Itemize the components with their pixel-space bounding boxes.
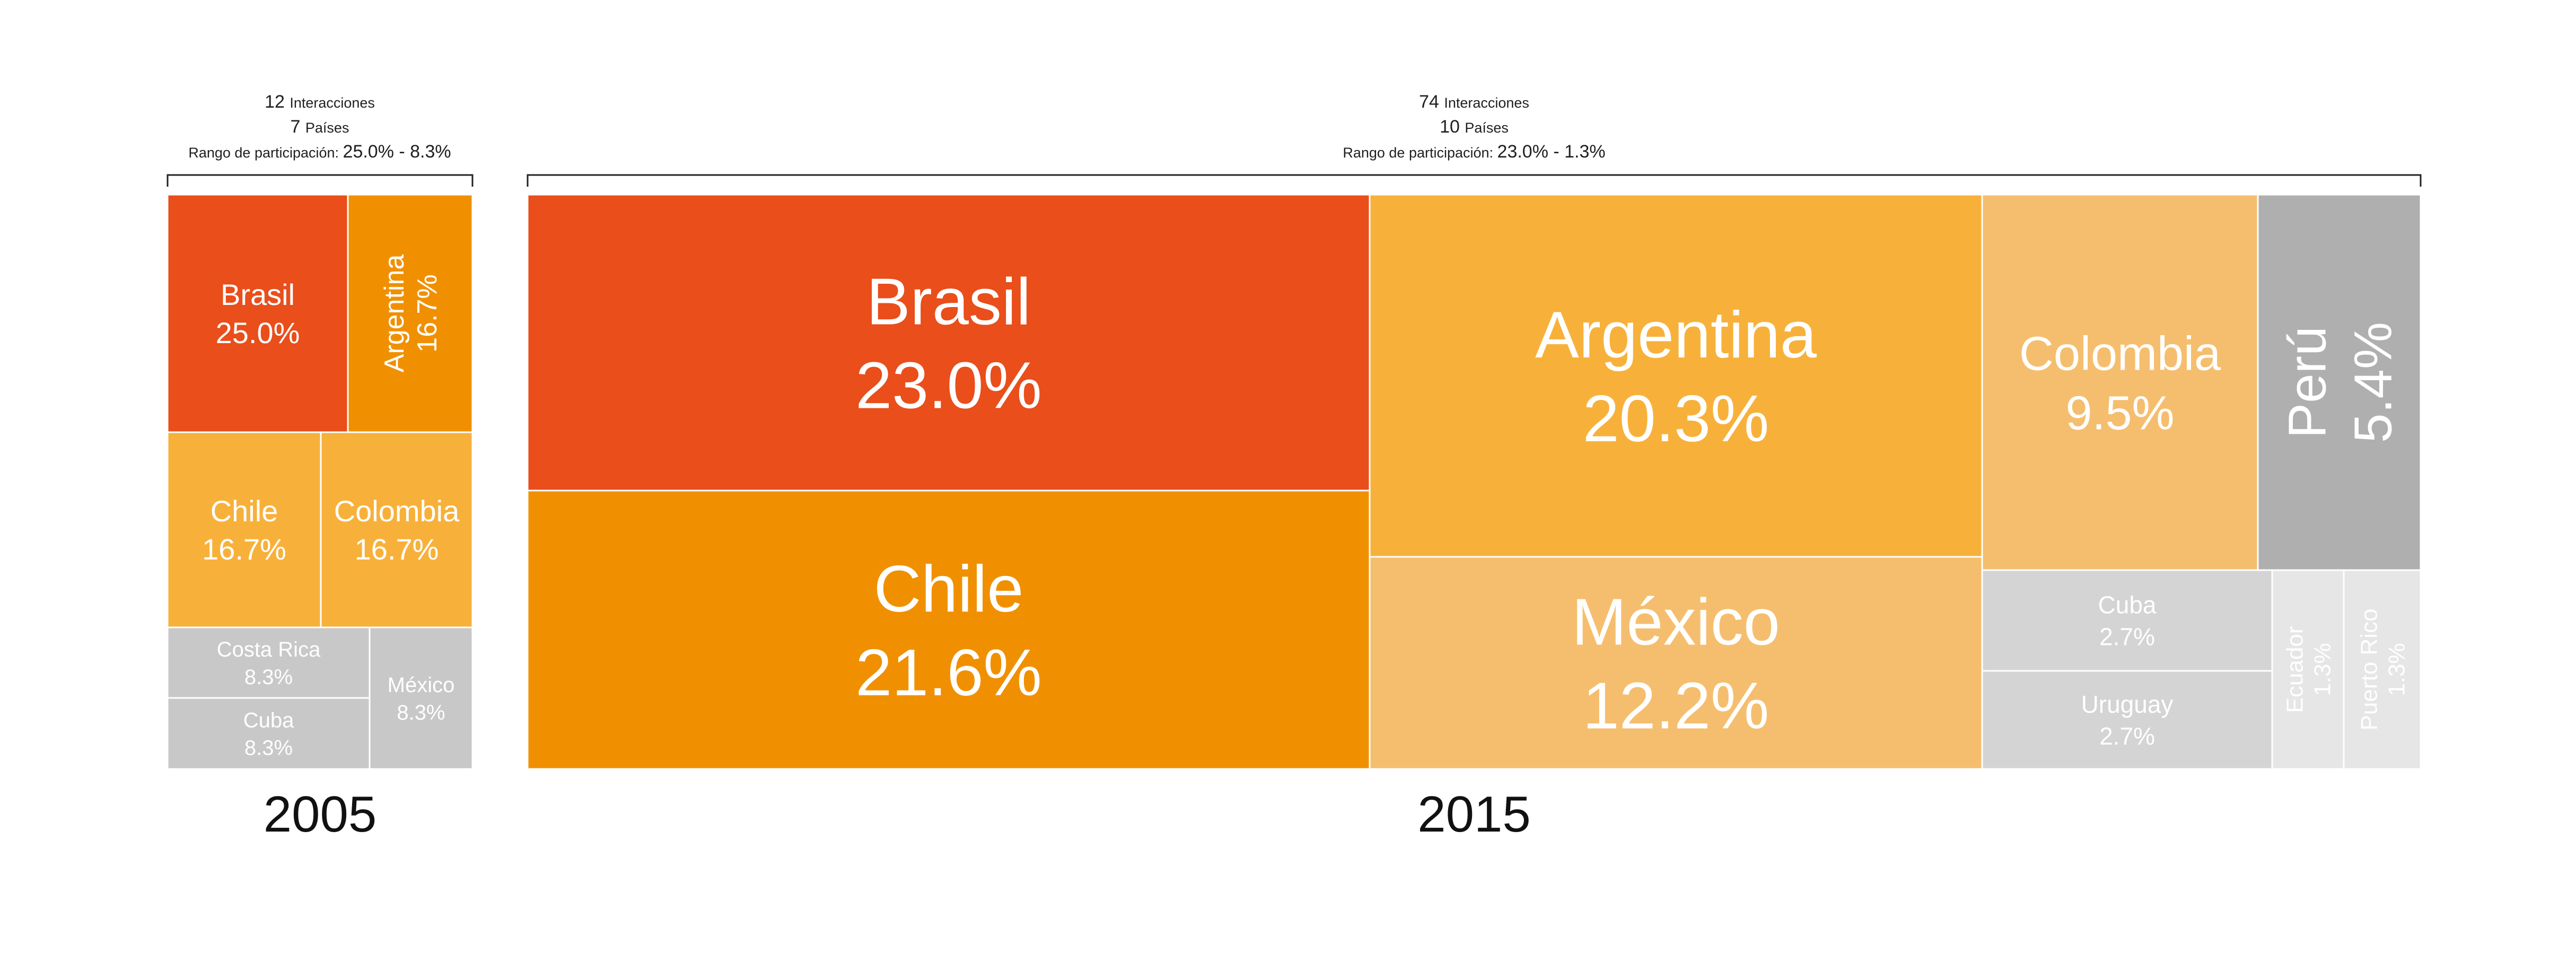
interactions-count: 12	[265, 92, 290, 112]
label-argentina: Argentina16.7%	[379, 255, 443, 373]
header-countries: 7 Países	[291, 117, 349, 137]
label-name-brasil: Brasil	[866, 266, 1031, 339]
label-value-chile: 21.6%	[855, 636, 1042, 710]
header-bracket	[527, 174, 2422, 187]
treemap-2015: 74 Interacciones 10 Países Rango de partic…	[527, 92, 2422, 843]
label-chile: Chile 21.6%	[855, 553, 1042, 710]
year-label-2015: 2015	[1417, 786, 1531, 843]
label-argentina: Argentina 20.3%	[1535, 299, 1817, 456]
cell-costa-rica	[167, 626, 371, 699]
header-range: Rango de participación: 25.0% - 8.3%	[188, 142, 451, 162]
label-cuba: Cuba 2.7%	[2098, 591, 2157, 651]
range-label: Rango de participación:	[188, 145, 343, 161]
interactions-count: 74	[1419, 92, 1444, 112]
cell-colombia	[320, 431, 474, 628]
label-value-chile: 16.7%	[202, 532, 286, 566]
label-name-chile: Chile	[874, 553, 1024, 626]
header-range: Rango de participación: 23.0% - 1.3%	[1343, 142, 1605, 162]
label-value-brasil: 23.0%	[855, 349, 1042, 423]
cell-peru	[2257, 194, 2422, 571]
label-name-mexico: México	[1572, 586, 1780, 659]
label-value-colombia: 9.5%	[2065, 387, 2174, 440]
range-value: 25.0% - 8.3%	[343, 142, 451, 162]
cell-puerto-rico	[2343, 569, 2422, 770]
countries-count: 7	[291, 117, 305, 137]
label-value-peru: 5.4%	[2344, 322, 2403, 443]
label-name-colombia: Colombia	[334, 494, 460, 528]
label-name-mexico: México	[388, 674, 455, 697]
range-label: Rango de participación:	[1343, 145, 1497, 161]
interactions-label: Interacciones	[1444, 95, 1529, 111]
label-name-argentina: Argentina	[1535, 299, 1817, 372]
label-value-uruguay: 2.7%	[2099, 722, 2155, 750]
header-bracket	[167, 174, 474, 187]
label-costa-rica: Costa Rica 8.3%	[217, 638, 321, 689]
label-mexico: México 8.3%	[388, 674, 455, 724]
label-uruguay: Uruguay 2.7%	[2081, 690, 2174, 750]
cell-chile	[167, 431, 322, 628]
label-value-mexico: 8.3%	[397, 701, 445, 724]
label-name-cuba: Cuba	[2098, 591, 2157, 619]
treemap-2005: 12 Interacciones 7 Países Rango de partici…	[167, 92, 474, 843]
label-name-peru: Perú	[2278, 326, 2337, 438]
label-brasil: Brasil 23.0%	[855, 266, 1042, 423]
label-cuba: Cuba 8.3%	[243, 709, 294, 759]
cell-mexico	[1369, 556, 1983, 770]
label-peru: Perú 5.4%	[2278, 322, 2403, 443]
label-value-mexico: 12.2%	[1583, 670, 1769, 743]
countries-count: 10	[1440, 117, 1465, 137]
interactions-label: Interacciones	[290, 95, 375, 111]
label-value-argentina: 16.7%	[412, 274, 443, 352]
year-label-2005: 2005	[264, 786, 377, 843]
label-name-ecuador: Ecuador	[2282, 626, 2308, 713]
label-value-costa-rica: 8.3%	[244, 666, 293, 689]
label-colombia: Colombia 16.7%	[334, 494, 460, 566]
range-value: 23.0% - 1.3%	[1497, 142, 1606, 162]
cell-argentina	[347, 194, 474, 433]
countries-label: Países	[305, 120, 349, 136]
label-value-colombia: 16.7%	[355, 532, 439, 566]
label-value-puerto-rico: 1.3%	[2384, 643, 2409, 696]
label-value-cuba: 2.7%	[2099, 623, 2155, 651]
label-name-cuba: Cuba	[243, 709, 294, 732]
label-value-cuba: 8.3%	[244, 736, 293, 759]
header-interactions: 12 Interacciones	[265, 92, 375, 112]
cell-brasil	[527, 194, 1371, 492]
cell-argentina	[1369, 194, 1983, 558]
label-value-brasil: 25.0%	[216, 316, 300, 349]
countries-label: Países	[1465, 120, 1509, 136]
label-mexico: México 12.2%	[1572, 586, 1780, 743]
cell-chile	[527, 489, 1371, 770]
label-name-uruguay: Uruguay	[2081, 690, 2174, 718]
cell-cuba	[1981, 569, 2273, 672]
label-name-argentina: Argentina	[379, 255, 410, 373]
cell-uruguay	[1981, 670, 2273, 770]
label-value-argentina: 20.3%	[1583, 382, 1769, 456]
label-puerto-rico: Puerto Rico1.3%	[2356, 609, 2409, 731]
label-value-ecuador: 1.3%	[2309, 643, 2335, 696]
label-colombia: Colombia 9.5%	[2019, 327, 2221, 440]
header-countries: 10 Países	[1440, 117, 1509, 137]
header-interactions: 74 Interacciones	[1419, 92, 1529, 112]
cell-colombia	[1981, 194, 2259, 571]
label-brasil: Brasil 25.0%	[216, 278, 300, 349]
label-name-colombia: Colombia	[2019, 327, 2221, 380]
cell-mexico	[369, 626, 474, 770]
label-ecuador: Ecuador1.3%	[2282, 626, 2335, 713]
label-name-puerto-rico: Puerto Rico	[2356, 609, 2382, 731]
label-name-brasil: Brasil	[221, 278, 295, 311]
cell-brasil	[167, 194, 349, 433]
label-name-costa-rica: Costa Rica	[217, 638, 321, 661]
label-name-chile: Chile	[211, 494, 278, 528]
label-chile: Chile 16.7%	[202, 494, 286, 566]
